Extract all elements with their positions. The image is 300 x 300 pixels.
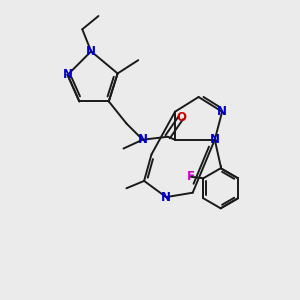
Text: N: N bbox=[138, 133, 148, 146]
Text: N: N bbox=[210, 133, 220, 146]
Text: N: N bbox=[217, 105, 227, 118]
Text: N: N bbox=[63, 68, 73, 81]
Text: N: N bbox=[161, 190, 171, 204]
Text: O: O bbox=[176, 111, 186, 124]
Text: N: N bbox=[86, 45, 96, 58]
Text: F: F bbox=[187, 170, 195, 183]
